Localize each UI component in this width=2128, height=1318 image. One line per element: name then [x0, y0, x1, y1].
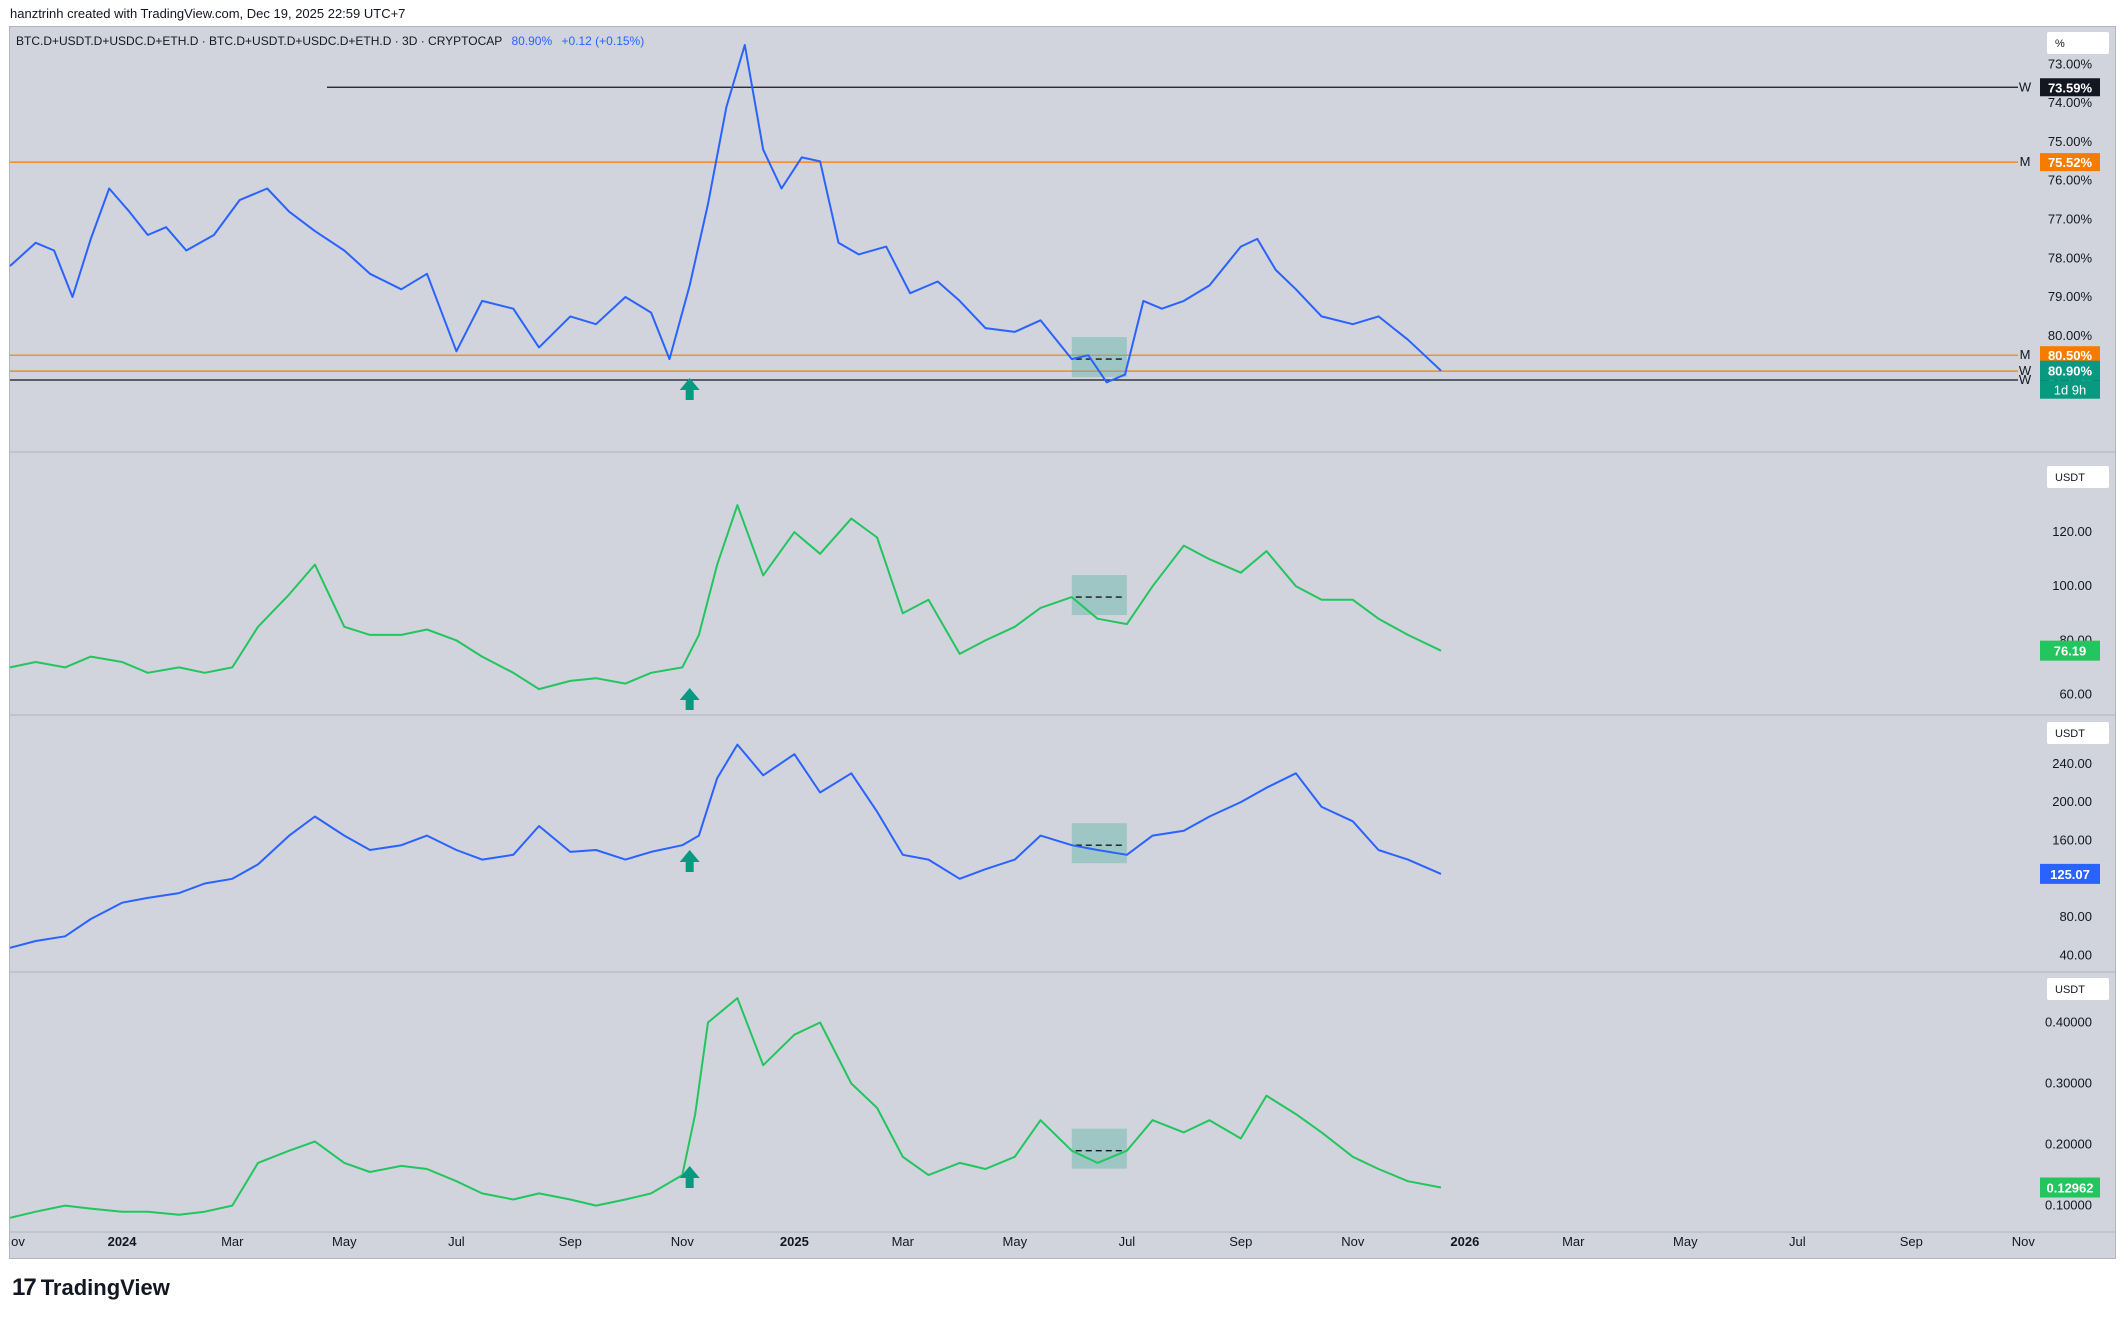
y-tick-label: 80.00 — [2059, 909, 2092, 924]
x-tick-label: Jul — [448, 1234, 465, 1249]
up-arrow-icon — [679, 378, 700, 400]
highlight-zone — [1071, 575, 1127, 616]
pane-1-unit-button[interactable]: % — [2046, 31, 2110, 55]
x-tick-label: Mar — [221, 1234, 244, 1249]
last-price-label: 0.12962 — [2047, 1181, 2094, 1196]
y-tick-label: 0.40000 — [2045, 1015, 2092, 1030]
series-line — [9, 504, 1442, 691]
y-tick-label: 73.00% — [2048, 56, 2093, 71]
last-price-box — [2040, 1177, 2100, 1198]
level-price-box — [2040, 346, 2100, 365]
brand-name: TradingView — [40, 1275, 170, 1300]
series-line — [9, 997, 1442, 1219]
x-tick-label: Nov — [1341, 1234, 1365, 1249]
x-tick-label: Jul — [1789, 1234, 1806, 1249]
y-tick-label: 40.00 — [2059, 947, 2092, 962]
legend-value: 80.90% — [511, 34, 553, 48]
up-arrow-icon — [679, 850, 700, 872]
level-price-box — [2040, 153, 2100, 172]
x-tick-label: May — [332, 1234, 357, 1249]
highlight-zone — [1071, 823, 1127, 864]
level-price-label: 80.50% — [2048, 348, 2093, 363]
series-line — [9, 44, 1442, 384]
last-price-label: 80.90% — [2048, 364, 2093, 379]
x-tick-label: 2025 — [780, 1234, 809, 1249]
y-tick-label: 60.00 — [2059, 686, 2092, 701]
x-tick-label: Sep — [1229, 1234, 1252, 1249]
x-tick-label: Mar — [892, 1234, 915, 1249]
pane-2-unit-button[interactable]: USDT — [2046, 465, 2110, 489]
y-tick-label: 79.00% — [2048, 289, 2093, 304]
chart-frame[interactable] — [9, 26, 2116, 1259]
y-tick-label: 76.00% — [2048, 173, 2093, 188]
chart-legend: BTC.D+USDT.D+USDC.D+ETH.D · BTC.D+USDT.D… — [16, 34, 644, 48]
legend-change: +0.12 (+0.15%) — [561, 34, 645, 48]
x-tick-label: Sep — [1900, 1234, 1923, 1249]
y-tick-label: 120.00 — [2052, 524, 2092, 539]
y-tick-label: 0.10000 — [2045, 1198, 2092, 1213]
last-price-label: 125.07 — [2050, 867, 2090, 882]
legend-symbol[interactable]: BTC.D+USDT.D+USDC.D+ETH.D · BTC.D+USDT.D… — [16, 34, 503, 48]
up-arrow-icon — [679, 688, 700, 710]
x-tick-label: 2024 — [108, 1234, 138, 1249]
y-tick-label: 80.00% — [2048, 328, 2093, 343]
x-tick-label: Mar — [1562, 1234, 1585, 1249]
x-tick-label: Jul — [1119, 1234, 1136, 1249]
level-price-label: 75.52% — [2048, 155, 2093, 170]
last-price-box — [2040, 360, 2100, 381]
tradingview-logo-icon: 17 — [12, 1274, 37, 1301]
x-tick-label: ov — [11, 1234, 25, 1249]
level-price-box — [2040, 78, 2100, 97]
y-tick-label: 0.20000 — [2045, 1137, 2092, 1152]
y-tick-label: 75.00% — [2048, 134, 2093, 149]
pane-4-unit-button[interactable]: USDT — [2046, 977, 2110, 1001]
x-tick-label: Nov — [2012, 1234, 2036, 1249]
x-tick-label: May — [1003, 1234, 1028, 1249]
y-tick-label: 240.00 — [2052, 756, 2092, 771]
chart-credit: hanztrinh created with TradingView.com, … — [10, 6, 406, 21]
level-tag: M — [2020, 347, 2031, 362]
y-tick-label: 160.00 — [2052, 832, 2092, 847]
last-price-box — [2040, 640, 2100, 661]
y-tick-label: 0.30000 — [2045, 1076, 2092, 1091]
level-tag: W — [2019, 363, 2032, 378]
x-tick-label: 2026 — [1450, 1234, 1479, 1249]
tradingview-logo[interactable]: 17 TradingView — [12, 1274, 170, 1302]
x-tick-label: Nov — [671, 1234, 695, 1249]
last-price-box — [2040, 863, 2100, 884]
y-tick-label: 78.00% — [2048, 250, 2093, 265]
y-tick-label: 77.00% — [2048, 211, 2093, 226]
last-price-label: 76.19 — [2054, 644, 2087, 659]
level-tag: W — [2019, 79, 2032, 94]
pane-3-unit-button[interactable]: USDT — [2046, 721, 2110, 745]
y-tick-label: 200.00 — [2052, 794, 2092, 809]
y-tick-label: 74.00% — [2048, 95, 2093, 110]
y-tick-label: 100.00 — [2052, 578, 2092, 593]
level-tag: M — [2020, 154, 2031, 169]
level-tag: W — [2019, 372, 2032, 387]
series-line — [9, 743, 1442, 949]
countdown-box — [2040, 380, 2100, 399]
x-tick-label: May — [1673, 1234, 1698, 1249]
up-arrow-icon — [679, 1166, 700, 1188]
countdown-label: 1d 9h — [2054, 383, 2087, 398]
x-tick-label: Sep — [559, 1234, 582, 1249]
level-price-label: 73.59% — [2048, 80, 2093, 95]
